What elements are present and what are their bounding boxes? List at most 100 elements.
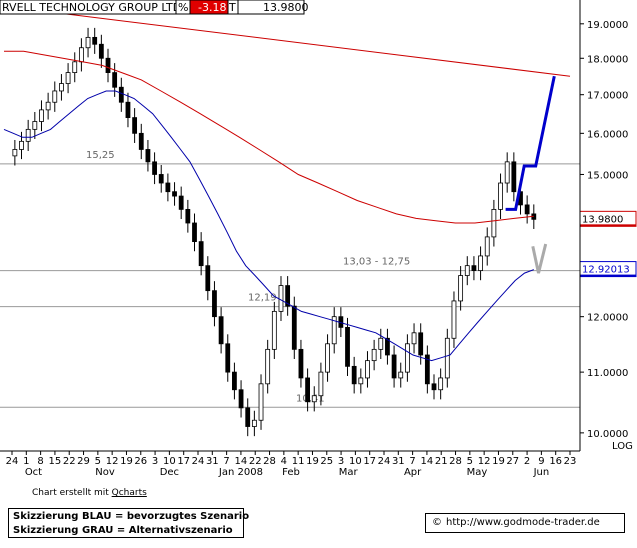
candle-body [484,236,490,257]
candle-body [371,348,377,362]
candle-body [358,377,364,385]
candle-body [391,354,397,379]
axis-scale-label: LOG [612,441,633,452]
month-label: Apr [404,467,422,478]
candle-body [524,204,530,215]
source-url-text[interactable]: http://www.godmode-trader.de [446,517,600,528]
x-tick-label: 5 [95,456,101,467]
candle-body [118,86,124,103]
level-label: 13,03 - 12,75 [343,257,410,268]
candle-body [504,161,510,184]
month-label: Dec [160,467,179,478]
candle-body [265,348,271,385]
y-tick-label: 18.0000 [587,54,628,65]
x-tick-label: 24 [378,456,391,467]
candle-body [331,316,337,345]
credit-tool-link[interactable]: Qcharts [111,488,147,498]
candle-body [78,47,84,63]
y-tick-label: 12.0000 [587,313,628,324]
x-tick-label: 7 [223,456,229,467]
candle-body [72,61,78,73]
candle-body [218,316,224,345]
month-label: Jan 2008 [218,467,263,478]
candle-body [225,343,231,373]
x-tick-label: 25 [320,456,333,467]
x-tick-label: 15 [49,456,62,467]
moving-average-red [4,50,534,224]
month-label: Mar [339,467,359,478]
candle-body [424,354,430,385]
level-label: 15,25 [86,150,115,161]
legend-grey: Skizzierung GRAU = Alternativszenario [13,525,233,536]
candle-body [305,377,310,403]
x-tick-label: 12 [478,456,491,467]
x-tick-label: 9 [538,456,544,467]
price-badge-label: 12.92013 [582,265,630,276]
candle-body [25,128,31,142]
x-tick-label: 28 [263,456,276,467]
x-tick-label: 11 [292,456,305,467]
x-tick-label: 3 [338,456,344,467]
candle-body [498,182,503,210]
month-label: Jun [533,467,550,478]
candle-body [451,300,457,339]
x-tick-label: 8 [37,456,43,467]
y-tick-label: 19.0000 [587,20,628,31]
candle-body [45,101,51,111]
candle-body [491,208,497,238]
x-tick-label: 29 [77,456,90,467]
x-tick-label: 10 [349,456,362,467]
candle-body [125,101,131,118]
x-tick-label: 14 [421,456,434,467]
copyright-icon: © [432,517,442,528]
candle-body [39,109,44,122]
candle-body [232,371,237,391]
x-tick-label: 27 [506,456,519,467]
x-tick-label: 2 [524,456,530,467]
scenario-legend: Skizzierung BLAU = bevorzugtes Szenario … [8,508,249,538]
candle-body [92,36,98,45]
candle-body [212,290,217,318]
x-tick-label: 24 [6,456,19,467]
candle-body [145,149,151,163]
x-tick-label: 28 [449,456,462,467]
candle-body [464,265,470,276]
candle-body [152,161,157,175]
change-suffix: T [228,1,236,14]
x-tick-label: 14 [235,456,248,467]
x-tick-label: 3 [152,456,158,467]
candle-body [112,72,118,88]
candle-body [365,360,370,379]
candle-body [165,182,171,193]
month-label: Oct [25,467,42,478]
x-tick-label: 24 [192,456,205,467]
scenarios [505,75,556,274]
x-tick-label: 31 [206,456,219,467]
last-price: 13.9800 [263,1,309,14]
candle-body [238,389,244,409]
x-tick-label: 5 [467,456,473,467]
price-badge-underline [580,224,636,227]
candle-body [52,90,58,103]
candle-body [278,285,284,312]
candle-body [12,149,18,157]
candle-body [138,132,144,150]
source-url[interactable]: © http://www.godmode-trader.de [425,513,625,533]
candle-body [318,371,324,397]
candle-body [85,36,91,49]
candle-body [444,337,450,379]
x-tick-label: 23 [564,456,577,467]
y-tick-label: 10.0000 [587,429,628,440]
moving-averages [3,6,571,362]
candle-body [172,191,177,197]
level-label: 10,41 [296,393,325,404]
candle-body [98,43,104,59]
candle-body [311,395,317,403]
candle-body [478,255,483,271]
candle-body [132,117,138,134]
candle-body [105,57,111,73]
x-tick-label: 26 [134,456,147,467]
candle-body [59,83,64,92]
month-label: May [467,467,488,478]
y-tick-label: 15.0000 [587,170,628,181]
